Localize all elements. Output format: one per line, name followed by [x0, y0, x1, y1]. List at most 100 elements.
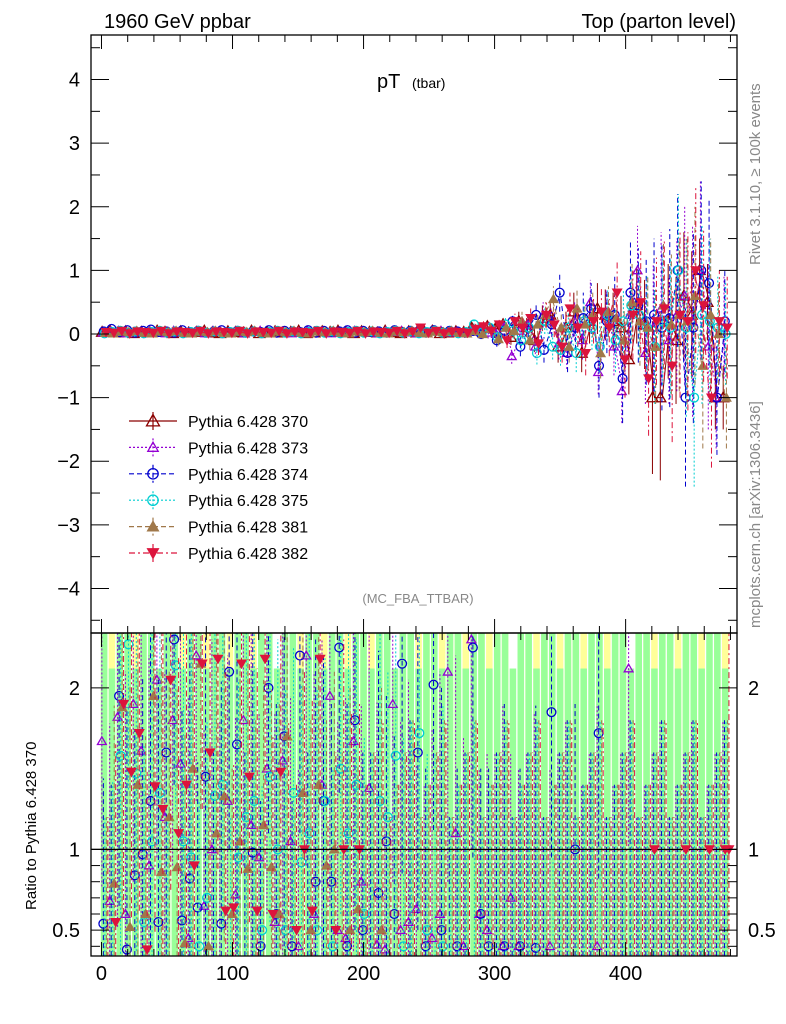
data-point — [626, 296, 638, 307]
green-band — [313, 633, 320, 956]
legend-marker — [147, 467, 159, 480]
data-point — [713, 317, 725, 327]
data-point — [492, 333, 504, 344]
ratio-point — [202, 892, 213, 903]
data-point — [524, 334, 536, 345]
data-point — [100, 327, 112, 338]
data-point — [705, 309, 717, 320]
ratio-point — [148, 690, 160, 701]
data-point — [414, 327, 426, 337]
data-point — [139, 327, 151, 338]
green-band — [635, 633, 642, 956]
ratio-point — [149, 782, 161, 792]
ratio-point — [546, 707, 557, 718]
ratio-point — [281, 730, 293, 741]
ratio-point — [338, 845, 350, 855]
ratio-point — [313, 779, 325, 789]
data-point — [430, 326, 442, 337]
data-point — [689, 290, 701, 300]
ratio-point — [387, 698, 399, 709]
data-point — [564, 304, 576, 315]
ratio-y-tick-label-right: 1 — [748, 839, 759, 861]
legend-marker — [147, 494, 159, 507]
green-band — [706, 633, 713, 956]
data-point — [533, 339, 545, 350]
ratio-point — [204, 748, 216, 759]
data-point — [516, 335, 527, 346]
green-band — [242, 633, 249, 956]
legend-marker — [146, 440, 160, 452]
ratio-point — [344, 924, 356, 935]
ratio-point — [298, 845, 310, 855]
green-band — [533, 668, 540, 956]
ratio-point — [236, 659, 248, 670]
data-point — [704, 278, 715, 289]
green-band — [187, 633, 194, 956]
ratio-point — [296, 857, 307, 868]
data-point — [548, 320, 560, 330]
ratio-point — [328, 843, 340, 854]
data-point — [635, 298, 647, 308]
ratio-y-tick-label-left: 2 — [69, 678, 80, 700]
y-tick-label: 3 — [69, 133, 80, 155]
ratio-point — [347, 735, 359, 746]
ratio-point — [355, 875, 367, 886]
data-point — [603, 323, 615, 334]
ratio-point — [209, 791, 220, 802]
green-band — [234, 633, 242, 956]
ratio-y-tick-label-left: 1 — [69, 839, 80, 861]
data-point — [187, 328, 199, 339]
ratio-y-tick-label-right: 2 — [748, 678, 759, 700]
data-point — [360, 329, 372, 339]
header-energy: 1960 GeV ppbar — [104, 11, 251, 33]
green-band — [195, 633, 202, 956]
ratio-frame — [90, 632, 738, 957]
ratio-point — [353, 845, 365, 855]
ratio-point — [196, 659, 208, 670]
data-point — [446, 327, 458, 337]
green-band — [517, 633, 525, 956]
data-point — [645, 390, 660, 403]
data-point — [595, 347, 607, 358]
ratio-point — [242, 863, 254, 873]
green-band — [525, 633, 532, 956]
green-band — [564, 633, 572, 956]
ratio-point — [234, 835, 246, 846]
green-band — [218, 633, 226, 956]
ratio-point — [218, 790, 230, 801]
ratio-point — [297, 787, 309, 798]
ratio-point — [398, 941, 409, 952]
data-point — [547, 293, 559, 304]
green-band — [509, 668, 517, 956]
ratio-point — [258, 819, 270, 830]
ratio-point — [648, 845, 660, 855]
ratio-point — [115, 750, 126, 761]
data-point — [249, 327, 261, 337]
green-band — [619, 633, 627, 956]
ratio-point — [251, 906, 263, 917]
data-point — [649, 341, 660, 352]
green-band — [297, 668, 304, 956]
green-band — [651, 668, 658, 956]
ratio-point — [169, 634, 180, 645]
data-point — [697, 360, 709, 370]
data-point — [415, 323, 427, 334]
x-tick-label: 400 — [609, 963, 642, 985]
ratio-point — [314, 654, 326, 665]
data-point — [689, 392, 700, 403]
ratio-point — [132, 779, 144, 789]
ratio-point — [118, 699, 130, 710]
legend-entry: Pythia 6.428 381 — [129, 517, 308, 537]
ratio-point — [304, 828, 315, 839]
data-point — [588, 317, 600, 327]
data-point — [367, 327, 379, 337]
ratio-series-pythia-6.428-375 — [104, 633, 727, 956]
data-point — [625, 287, 636, 298]
data-point — [617, 373, 628, 384]
data-point — [454, 327, 466, 338]
data-point — [532, 318, 544, 329]
data-point — [155, 326, 167, 337]
y-tick-label: −3 — [57, 515, 80, 537]
y-tick-label: −2 — [57, 451, 80, 473]
